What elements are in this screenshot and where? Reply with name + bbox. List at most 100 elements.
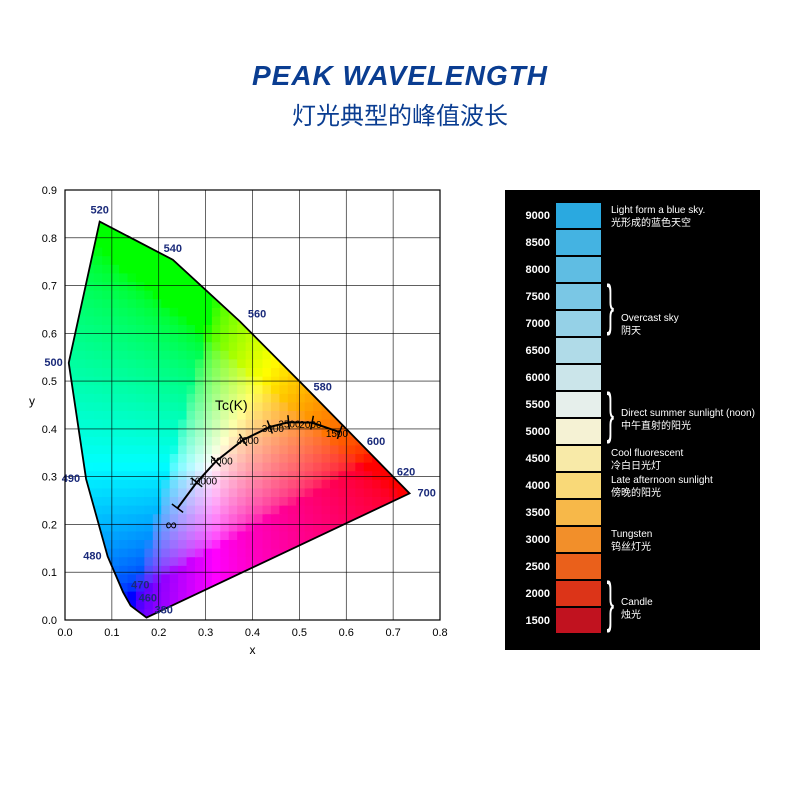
temp-label: Tungsten钨丝灯光 bbox=[611, 528, 756, 554]
temp-bar bbox=[556, 608, 601, 633]
temp-row-2500: 2500 bbox=[515, 553, 601, 580]
cie-diagram: 0.00.10.20.30.40.50.60.70.80.00.10.20.30… bbox=[20, 180, 450, 660]
svg-text:0.5: 0.5 bbox=[42, 376, 57, 388]
temp-bar bbox=[556, 203, 601, 228]
temp-bar bbox=[556, 338, 601, 363]
temp-value: 7000 bbox=[515, 318, 550, 330]
svg-text:x: x bbox=[250, 643, 256, 657]
temp-row-4000: 4000 bbox=[515, 472, 601, 499]
temp-bar bbox=[556, 392, 601, 417]
svg-text:0.3: 0.3 bbox=[42, 472, 57, 484]
temp-value: 4500 bbox=[515, 453, 550, 465]
temp-row-2000: 2000 bbox=[515, 580, 601, 607]
temp-value: 4000 bbox=[515, 480, 550, 492]
temp-row-3000: 3000 bbox=[515, 526, 601, 553]
temp-value: 2500 bbox=[515, 561, 550, 573]
temp-value: 5000 bbox=[515, 426, 550, 438]
title-zh: 灯光典型的峰值波长 bbox=[0, 96, 800, 131]
svg-text:y: y bbox=[29, 394, 35, 408]
brace-icon: } bbox=[607, 277, 614, 333]
temp-bar bbox=[556, 365, 601, 390]
svg-text:2000: 2000 bbox=[299, 420, 322, 431]
temp-bar bbox=[556, 230, 601, 255]
temp-label: Light form a blue sky.光形成的蓝色天空 bbox=[611, 204, 756, 230]
svg-text:0.0: 0.0 bbox=[42, 615, 57, 627]
svg-text:0.9: 0.9 bbox=[42, 185, 57, 197]
temp-row-6500: 6500 bbox=[515, 337, 601, 364]
temp-value: 6000 bbox=[515, 372, 550, 384]
temp-bar bbox=[556, 419, 601, 444]
temp-value: 3500 bbox=[515, 507, 550, 519]
temp-bar bbox=[556, 527, 601, 552]
svg-text:0.8: 0.8 bbox=[42, 233, 57, 245]
svg-text:480: 480 bbox=[83, 550, 101, 562]
temp-value: 8500 bbox=[515, 237, 550, 249]
svg-text:0.3: 0.3 bbox=[198, 627, 213, 639]
svg-text:700: 700 bbox=[418, 487, 436, 499]
brace-icon: } bbox=[607, 385, 614, 441]
temp-row-1500: 1500 bbox=[515, 607, 601, 634]
svg-text:460: 460 bbox=[139, 593, 157, 605]
temp-value: 2000 bbox=[515, 588, 550, 600]
svg-text:600: 600 bbox=[367, 436, 385, 448]
svg-text:Tc(K): Tc(K) bbox=[215, 397, 248, 413]
temp-row-5500: 5500 bbox=[515, 391, 601, 418]
temp-bar bbox=[556, 446, 601, 471]
temp-value: 8000 bbox=[515, 264, 550, 276]
svg-text:540: 540 bbox=[164, 243, 182, 255]
temp-value: 1500 bbox=[515, 615, 550, 627]
svg-text:1500: 1500 bbox=[326, 429, 349, 440]
temp-label: Late afternoon sunlight傍晚的阳光 bbox=[611, 474, 756, 500]
svg-text:380: 380 bbox=[155, 605, 173, 617]
svg-text:∞: ∞ bbox=[166, 517, 177, 534]
temp-value: 6500 bbox=[515, 345, 550, 357]
svg-text:0.0: 0.0 bbox=[57, 627, 72, 639]
svg-text:2500: 2500 bbox=[278, 420, 301, 431]
temp-row-8000: 8000 bbox=[515, 256, 601, 283]
temp-row-5000: 5000 bbox=[515, 418, 601, 445]
temp-label: Cool fluorescent冷白日光灯 bbox=[611, 447, 756, 473]
temp-bar bbox=[556, 554, 601, 579]
svg-text:520: 520 bbox=[91, 205, 109, 217]
svg-text:0.8: 0.8 bbox=[432, 627, 447, 639]
temp-bar bbox=[556, 284, 601, 309]
svg-text:620: 620 bbox=[397, 466, 415, 478]
svg-text:0.6: 0.6 bbox=[339, 627, 354, 639]
svg-text:500: 500 bbox=[44, 357, 62, 369]
temp-value: 3000 bbox=[515, 534, 550, 546]
color-temp-panel: 9000 8500 8000 7500 7000 6500 6000 5500 5000 4500… bbox=[505, 190, 760, 650]
temp-bar bbox=[556, 500, 601, 525]
temp-bar bbox=[556, 257, 601, 282]
svg-text:4000: 4000 bbox=[237, 436, 260, 447]
cie-svg: 0.00.10.20.30.40.50.60.70.80.00.10.20.30… bbox=[20, 180, 450, 660]
temp-row-4500: 4500 bbox=[515, 445, 601, 472]
svg-text:0.1: 0.1 bbox=[42, 567, 57, 579]
svg-text:470: 470 bbox=[131, 579, 149, 591]
svg-text:0.2: 0.2 bbox=[151, 627, 166, 639]
svg-text:0.5: 0.5 bbox=[292, 627, 307, 639]
svg-text:560: 560 bbox=[248, 308, 266, 320]
temp-row-7000: 7000 bbox=[515, 310, 601, 337]
svg-text:0.6: 0.6 bbox=[42, 328, 57, 340]
svg-text:0.4: 0.4 bbox=[245, 627, 260, 639]
svg-text:0.2: 0.2 bbox=[42, 519, 57, 531]
title-en: PEAK WAVELENGTH bbox=[0, 60, 800, 92]
temp-label: Candle烛光 bbox=[621, 596, 766, 622]
temp-value: 7500 bbox=[515, 291, 550, 303]
temp-row-6000: 6000 bbox=[515, 364, 601, 391]
temp-row-7500: 7500 bbox=[515, 283, 601, 310]
svg-text:580: 580 bbox=[313, 381, 331, 393]
temp-bar bbox=[556, 581, 601, 606]
temp-bar bbox=[556, 473, 601, 498]
svg-text:10000: 10000 bbox=[189, 477, 217, 488]
temp-value: 9000 bbox=[515, 210, 550, 222]
temp-row-8500: 8500 bbox=[515, 229, 601, 256]
temp-bar bbox=[556, 311, 601, 336]
temp-label: Overcast sky阴天 bbox=[621, 312, 766, 338]
temp-row-3500: 3500 bbox=[515, 499, 601, 526]
svg-text:0.1: 0.1 bbox=[104, 627, 119, 639]
temp-row-9000: 9000 bbox=[515, 202, 601, 229]
svg-text:0.4: 0.4 bbox=[42, 424, 57, 436]
temp-value: 5500 bbox=[515, 399, 550, 411]
brace-icon: } bbox=[607, 574, 614, 630]
